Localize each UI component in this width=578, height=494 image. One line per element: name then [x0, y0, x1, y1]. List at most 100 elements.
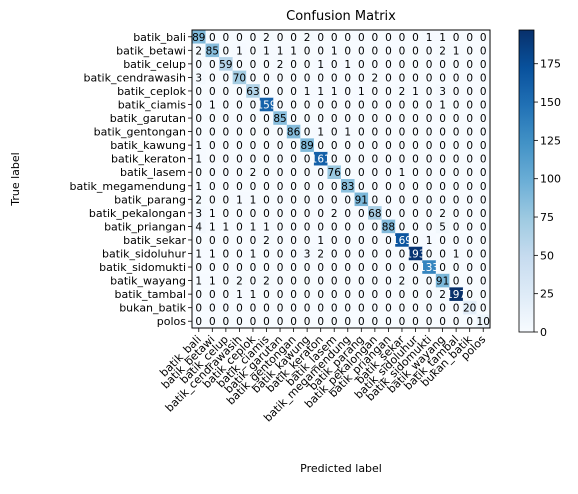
heatmap-cell [205, 233, 220, 248]
heatmap-cell [327, 43, 342, 58]
heatmap-cell [449, 70, 464, 85]
cell-value-label: 1 [223, 221, 230, 233]
heatmap-cell [327, 206, 342, 221]
cell-value-label: 0 [358, 221, 365, 233]
heatmap-cell [341, 219, 355, 234]
cell-value-label: 0 [372, 100, 379, 112]
cell-value-label: 0 [277, 194, 284, 206]
heatmap-cell [381, 219, 396, 234]
cell-value-label: 0 [466, 113, 473, 125]
cell-value-label: 0 [453, 127, 460, 139]
heatmap-cell [449, 138, 464, 153]
heatmap-cell [219, 43, 234, 58]
heatmap-cell [408, 151, 423, 166]
cell-value-label: 1 [263, 221, 270, 233]
cell-value-label: 0 [412, 72, 419, 84]
heatmap-cell [273, 179, 288, 193]
cell-value-label: 0 [439, 127, 446, 139]
heatmap-cell [259, 138, 274, 153]
cell-value-label: 1 [317, 59, 324, 71]
heatmap-cell [192, 314, 206, 329]
plot-frame [191, 29, 491, 329]
heatmap-cell [449, 260, 464, 275]
heatmap-cell [327, 84, 342, 99]
cell-value-label: 0 [453, 262, 460, 274]
heatmap-cell [327, 260, 342, 275]
heatmap-cell [368, 138, 383, 153]
heatmap-cell [259, 179, 274, 193]
heatmap-cell [273, 287, 288, 302]
cell-value-label: 0 [250, 72, 257, 84]
y-tick-label: batik_bali [133, 31, 186, 44]
heatmap-cell [259, 165, 274, 180]
cell-value-label: 0 [344, 45, 351, 57]
heatmap-cell [435, 287, 450, 302]
cell-value-label: 0 [399, 181, 406, 193]
cell-value-label: 0 [385, 140, 392, 152]
cell-value-label: 2 [399, 86, 406, 98]
heatmap-cell [381, 314, 396, 329]
heatmap-cell [435, 300, 450, 315]
heatmap-cell [476, 260, 491, 275]
heatmap-cell [327, 138, 342, 153]
cell-value-label: 0 [385, 59, 392, 71]
heatmap-cell [219, 165, 234, 180]
cell-value-label: 0 [480, 72, 487, 84]
cell-value-label: 0 [223, 72, 230, 84]
heatmap-cell [286, 97, 301, 112]
cell-value-label: 0 [426, 221, 433, 233]
cell-value-label: 0 [263, 167, 270, 179]
cell-value-label: 2 [263, 235, 270, 247]
heatmap-cell [435, 260, 450, 275]
cell-value-label: 0 [358, 249, 365, 261]
cell-value-label: 0 [263, 127, 270, 139]
heatmap-cell [449, 124, 464, 139]
cell-value-label: 0 [277, 32, 284, 44]
cell-value-label: 0 [453, 72, 460, 84]
heatmap-cell [273, 260, 288, 275]
cell-value-label: 0 [223, 127, 230, 139]
cell-value-label: 83 [341, 181, 354, 193]
heatmap-cell [205, 84, 220, 99]
heatmap-cell [219, 260, 234, 275]
heatmap-cell [462, 179, 477, 193]
heatmap-cell [205, 151, 220, 166]
cell-value-label: 0 [480, 208, 487, 220]
cell-value-label: 0 [466, 72, 473, 84]
heatmap-cell [368, 57, 383, 72]
heatmap-cell [368, 30, 383, 44]
cell-value-label: 0 [399, 72, 406, 84]
cell-value-label: 0 [331, 221, 338, 233]
cell-value-label: 89 [192, 32, 205, 44]
cell-value-label: 0 [466, 194, 473, 206]
heatmap-cell [246, 165, 261, 180]
heatmap-cell [395, 314, 410, 329]
heatmap-cell [259, 192, 274, 207]
heatmap-cell [462, 30, 477, 44]
heatmap-cell [435, 151, 450, 166]
cell-value-label: 0 [385, 113, 392, 125]
cell-value-label: 0 [277, 249, 284, 261]
heatmap-cell [300, 165, 315, 180]
heatmap-cell [354, 233, 369, 248]
cell-value-label: 0 [466, 235, 473, 247]
heatmap-cell [422, 138, 437, 153]
cell-value-label: 0 [372, 249, 379, 261]
heatmap-cell [205, 179, 220, 193]
y-tick-label: batik_keraton [111, 153, 186, 166]
heatmap-cell [300, 233, 315, 248]
cell-value-label: 0 [358, 303, 365, 315]
cell-value-label: 0 [480, 127, 487, 139]
heatmap-cell [300, 97, 315, 112]
cell-value-label: 0 [331, 289, 338, 301]
heatmap-cell [395, 111, 410, 126]
heatmap-cell [219, 70, 234, 85]
cell-value-label: 0 [344, 221, 351, 233]
heatmap-cell [395, 43, 410, 58]
x-axis-label: Predicted label [300, 462, 382, 475]
heatmap-cell [476, 151, 491, 166]
cell-value-label: 0 [453, 100, 460, 112]
cell-value-label: 0 [480, 303, 487, 315]
cell-value-label: 1 [250, 289, 257, 301]
heatmap-cell [435, 30, 450, 44]
